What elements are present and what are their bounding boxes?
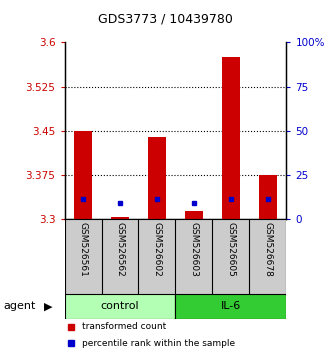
- Bar: [138, 219, 175, 294]
- Text: transformed count: transformed count: [82, 322, 166, 331]
- Bar: [249, 219, 286, 294]
- Bar: [185, 211, 203, 219]
- Text: agent: agent: [3, 301, 36, 311]
- Text: percentile rank within the sample: percentile rank within the sample: [82, 339, 235, 348]
- Text: ▶: ▶: [44, 301, 52, 311]
- Bar: [148, 137, 166, 219]
- Bar: [65, 294, 175, 319]
- Bar: [111, 217, 129, 219]
- Bar: [222, 57, 240, 219]
- Text: GSM526605: GSM526605: [226, 222, 235, 276]
- Text: GSM526602: GSM526602: [153, 222, 162, 276]
- Bar: [74, 131, 92, 219]
- Text: GDS3773 / 10439780: GDS3773 / 10439780: [98, 12, 233, 25]
- Text: IL-6: IL-6: [221, 301, 241, 311]
- Bar: [175, 294, 286, 319]
- Text: GSM526678: GSM526678: [263, 222, 272, 276]
- Bar: [65, 219, 102, 294]
- Text: GSM526603: GSM526603: [189, 222, 198, 276]
- Bar: [102, 219, 138, 294]
- Text: control: control: [101, 301, 139, 311]
- Bar: [213, 219, 249, 294]
- Bar: [259, 175, 277, 219]
- Text: GSM526561: GSM526561: [78, 222, 87, 276]
- Text: GSM526562: GSM526562: [116, 222, 124, 276]
- Bar: [175, 219, 213, 294]
